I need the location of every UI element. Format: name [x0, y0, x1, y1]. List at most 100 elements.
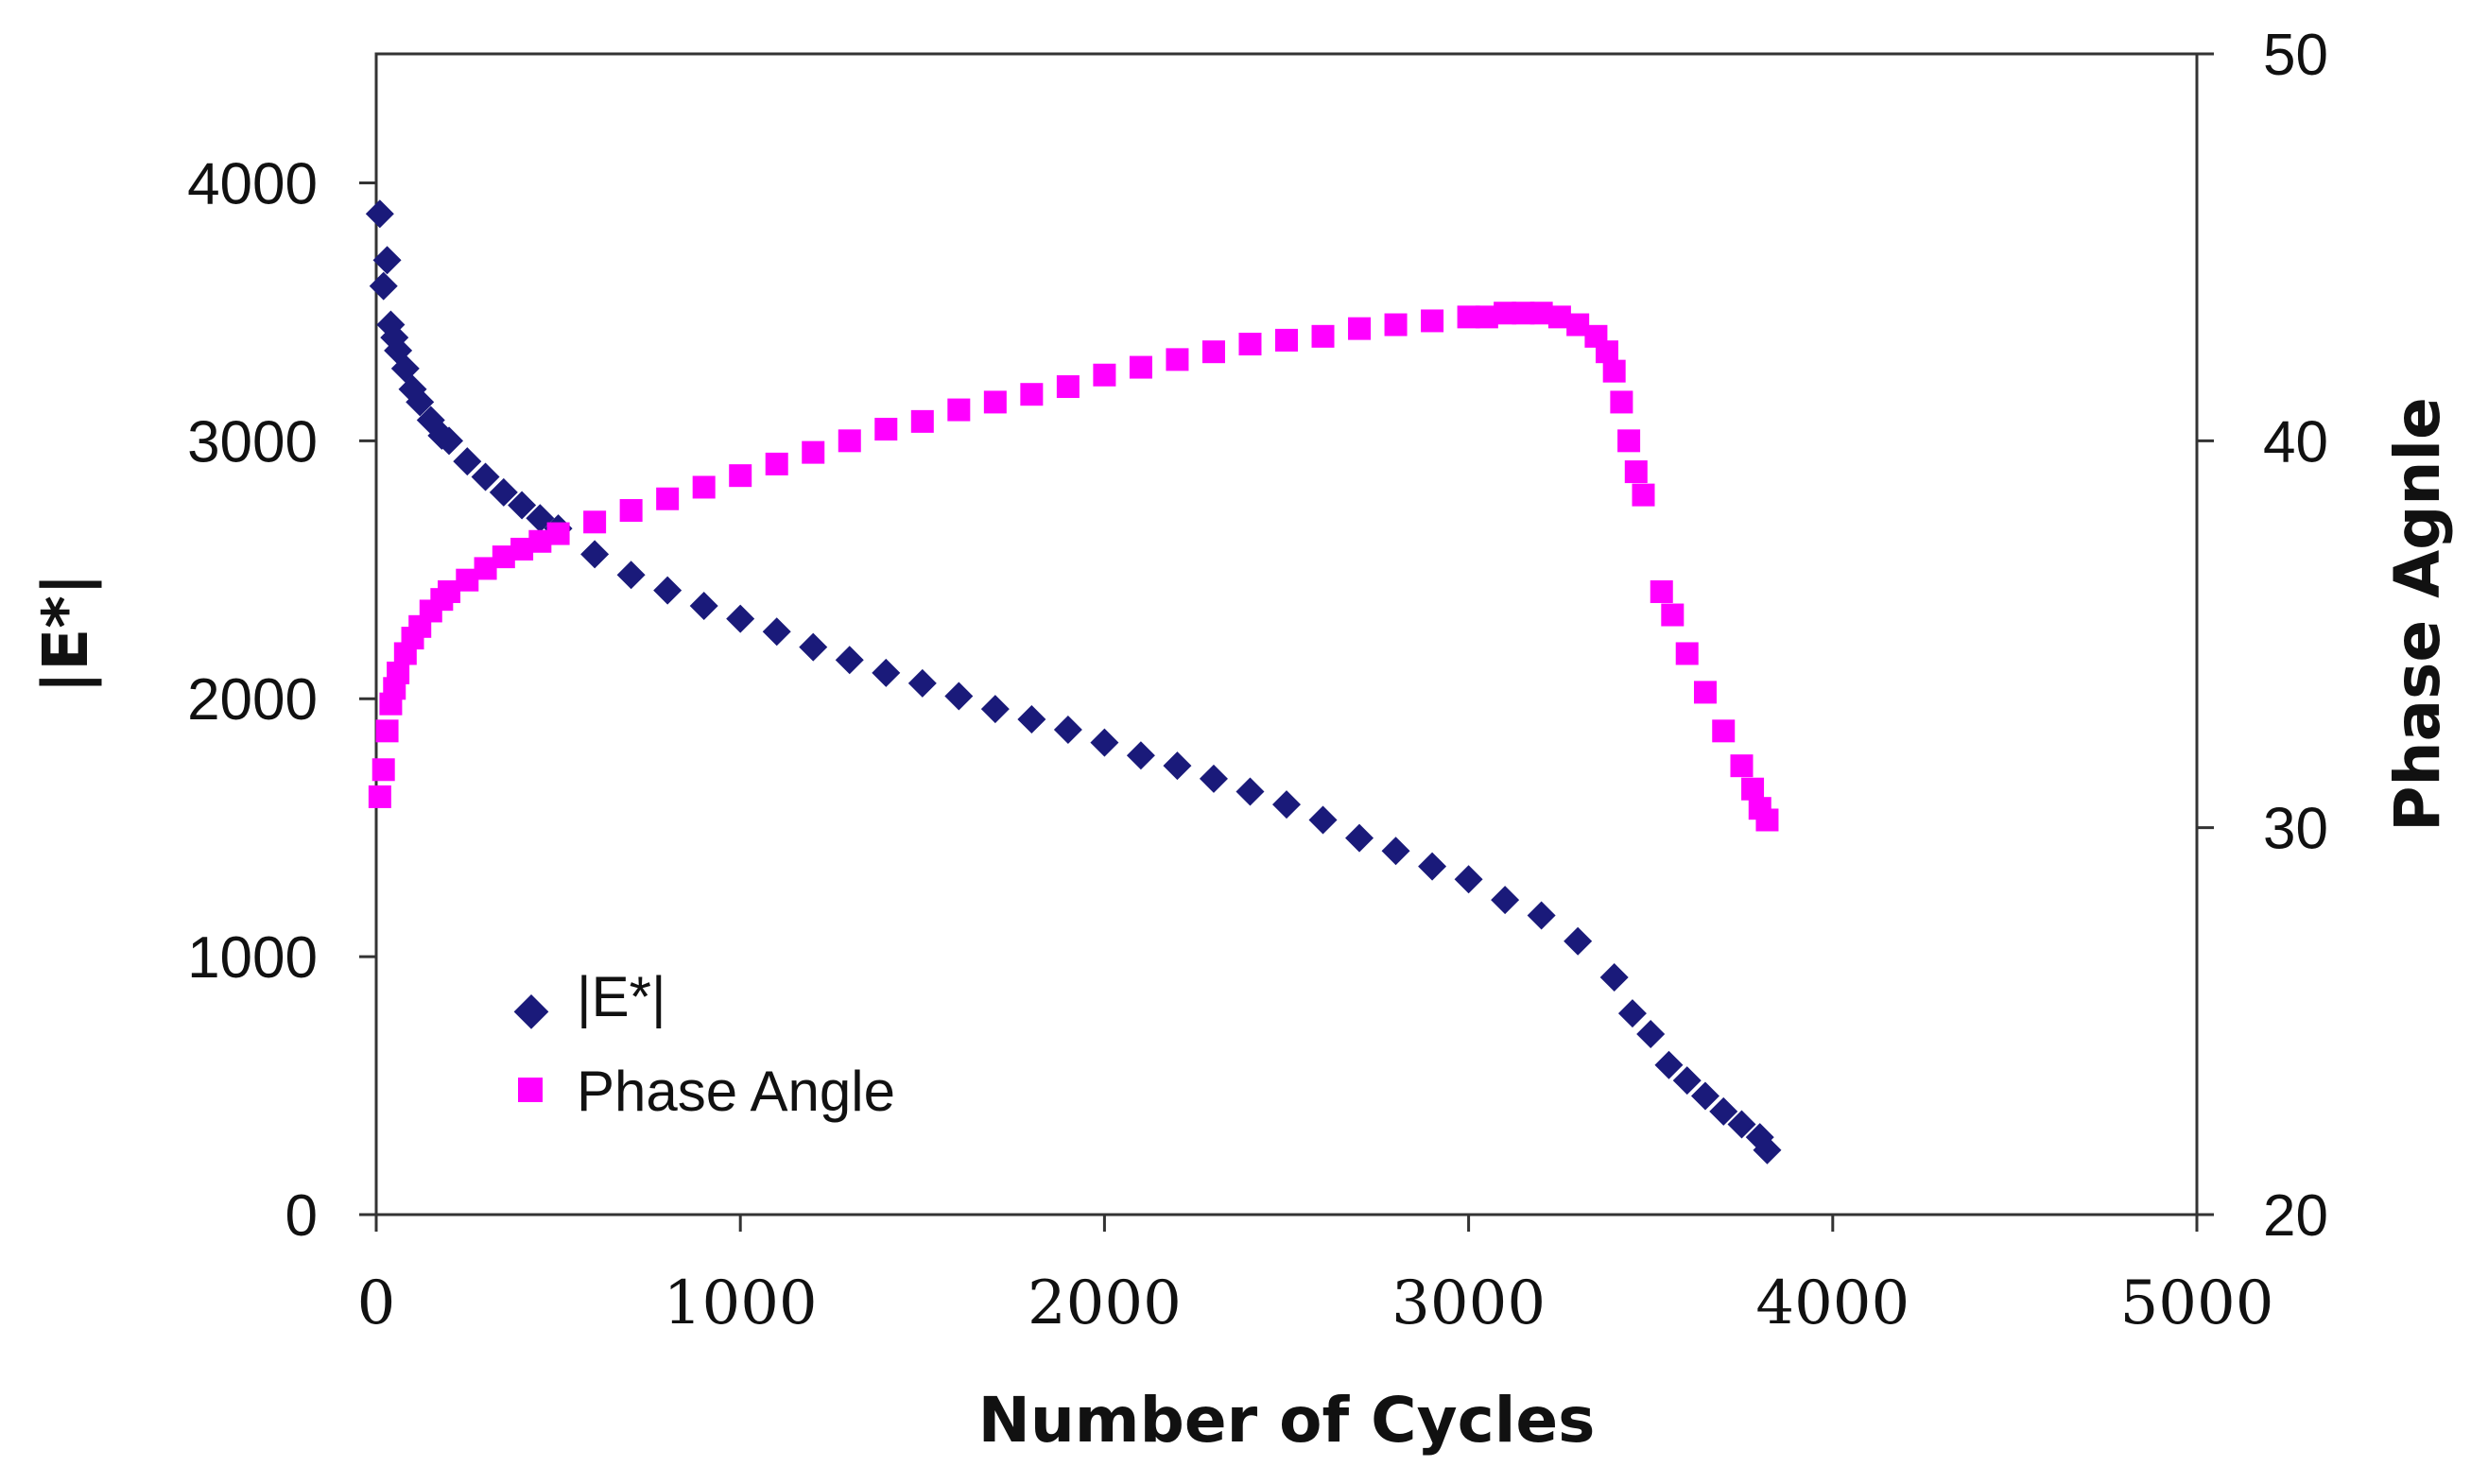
e-star-point — [1753, 1135, 1782, 1165]
e-star-point — [1418, 852, 1447, 881]
e-star-point — [1126, 741, 1155, 770]
phase-angle-point — [368, 785, 391, 808]
phase-angle-point — [656, 487, 680, 510]
legend-marker-phase-angle — [518, 1078, 543, 1102]
series-e-star — [365, 199, 1782, 1165]
phase-angle-point — [983, 390, 1007, 414]
x-axis-title: Number of Cycles — [978, 1384, 1596, 1457]
e-star-point — [762, 617, 791, 647]
phase-angle-point — [1624, 460, 1648, 484]
y2-tick-label: 30 — [2263, 797, 2328, 862]
legend-label-phase-angle: Phase Angle — [577, 1060, 895, 1123]
y-tick-label: 3000 — [187, 409, 318, 475]
e-star-point — [1454, 865, 1483, 894]
y2-tick-label: 40 — [2263, 409, 2328, 475]
phase-angle-point — [1602, 359, 1626, 383]
e-star-point — [1564, 926, 1593, 956]
e-star-point — [1599, 962, 1629, 992]
e-star-point — [1654, 1050, 1684, 1079]
phase-angle-point — [874, 418, 898, 441]
phase-angle-point — [1661, 603, 1685, 627]
phase-angle-point — [1650, 579, 1673, 603]
phase-angle-point — [1730, 754, 1754, 778]
x-tick-label: 4000 — [1755, 1268, 1909, 1338]
e-star-point — [453, 447, 482, 476]
phase-angle-point — [1632, 483, 1655, 507]
e-star-point — [1163, 751, 1192, 781]
e-star-point — [1672, 1066, 1702, 1096]
phase-angle-point — [1166, 348, 1189, 371]
legend: |E*| Phase Angle — [513, 965, 895, 1123]
phase-angle-point — [1384, 313, 1408, 336]
e-star-point — [835, 646, 864, 675]
phase-angle-point — [765, 452, 788, 475]
e-star-point — [580, 540, 610, 569]
e-star-point — [1636, 1019, 1666, 1048]
e-star-point — [1690, 1081, 1719, 1111]
phase-angle-point — [1755, 808, 1779, 832]
e-star-point — [1199, 764, 1228, 793]
e-star-point — [980, 695, 1010, 724]
e-star-point — [799, 632, 828, 662]
x-tick-label: 0 — [357, 1268, 396, 1338]
y-tick-label: 4000 — [187, 151, 318, 216]
phase-angle-point — [1238, 333, 1262, 355]
x-tick-label: 2000 — [1028, 1268, 1182, 1338]
legend-marker-e-star — [513, 994, 549, 1029]
phase-angle-point — [1675, 642, 1699, 665]
e-star-point — [689, 591, 718, 620]
e-star-point — [1017, 705, 1046, 734]
phase-angle-point — [692, 475, 716, 499]
e-star-point — [435, 426, 464, 456]
y2-tick-label: 20 — [2263, 1183, 2328, 1249]
phase-angle-point — [1693, 681, 1717, 704]
e-star-point — [653, 576, 683, 605]
phase-angle-point — [910, 409, 934, 433]
e-star-point — [508, 491, 537, 520]
y-tick-label: 0 — [285, 1183, 318, 1249]
phase-angle-point — [619, 499, 643, 523]
y-tick-label: 1000 — [187, 925, 318, 991]
e-star-point — [1090, 728, 1119, 757]
x-tick-label: 5000 — [2120, 1268, 2274, 1338]
phase-angle-point — [1348, 317, 1372, 340]
e-star-point — [471, 462, 500, 492]
phase-angle-point — [838, 429, 861, 453]
phase-angle-point — [1741, 777, 1765, 801]
e-star-point — [1709, 1096, 1738, 1126]
e-star-point — [1727, 1110, 1756, 1139]
phase-angle-point — [375, 719, 399, 743]
phase-angle-point — [387, 661, 410, 684]
phase-angle-point — [1610, 390, 1633, 414]
phase-angle-point — [546, 522, 570, 545]
e-star-point — [369, 271, 398, 301]
phase-angle-point — [1712, 719, 1736, 743]
phase-angle-point — [1129, 355, 1152, 379]
e-star-point — [365, 199, 394, 229]
series-phase-angle — [368, 302, 1779, 832]
phase-angle-point — [802, 440, 825, 464]
e-star-point — [726, 604, 755, 633]
e-star-point — [1053, 715, 1082, 744]
plot-area — [374, 52, 2199, 1217]
phase-angle-point — [583, 510, 607, 534]
e-star-point — [1381, 837, 1410, 866]
e-star-point — [489, 477, 518, 507]
legend-label-e-star: |E*| — [577, 965, 666, 1028]
phase-angle-point — [1595, 340, 1618, 364]
phase-angle-point — [947, 398, 971, 422]
e-star-point — [1272, 790, 1301, 820]
e-star-point — [907, 668, 937, 698]
y2-axis-title: Phase Agnle — [2381, 397, 2454, 832]
phase-angle-point — [1056, 375, 1080, 399]
phase-angle-point — [729, 464, 752, 488]
phase-angle-point — [1311, 324, 1335, 348]
e-star-point — [1617, 999, 1647, 1028]
y-tick-label: 2000 — [187, 667, 318, 733]
e-star-point — [616, 561, 646, 590]
e-star-point — [1345, 823, 1374, 853]
phase-angle-point — [1093, 363, 1116, 387]
e-star-point — [372, 246, 402, 275]
e-star-point — [1308, 805, 1338, 835]
x-tick-label: 1000 — [664, 1268, 818, 1338]
